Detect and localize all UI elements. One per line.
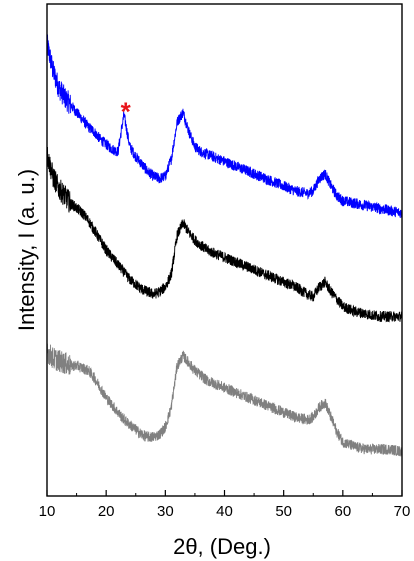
plot-frame [46,3,403,497]
series-line-1 [46,34,403,219]
series-layer [46,34,403,457]
x-tick-label: 70 [394,503,411,520]
x-axis-title: 2θ, (Deg.) [173,534,271,559]
x-tick-label: 40 [216,503,233,520]
x-tick-label: 10 [39,503,56,520]
x-tick-label: 60 [334,503,351,520]
series-line-2 [46,146,403,323]
x-tick-label: 30 [157,503,174,520]
series-line-3 [46,340,403,457]
x-tick-label: 20 [98,503,115,520]
y-axis-title: Intensity, I (a. u.) [14,169,39,331]
peak-marker: * [121,96,132,126]
x-tick-label: 50 [275,503,292,520]
x-ticks: 10 20 30 40 50 60 70 [39,490,411,520]
